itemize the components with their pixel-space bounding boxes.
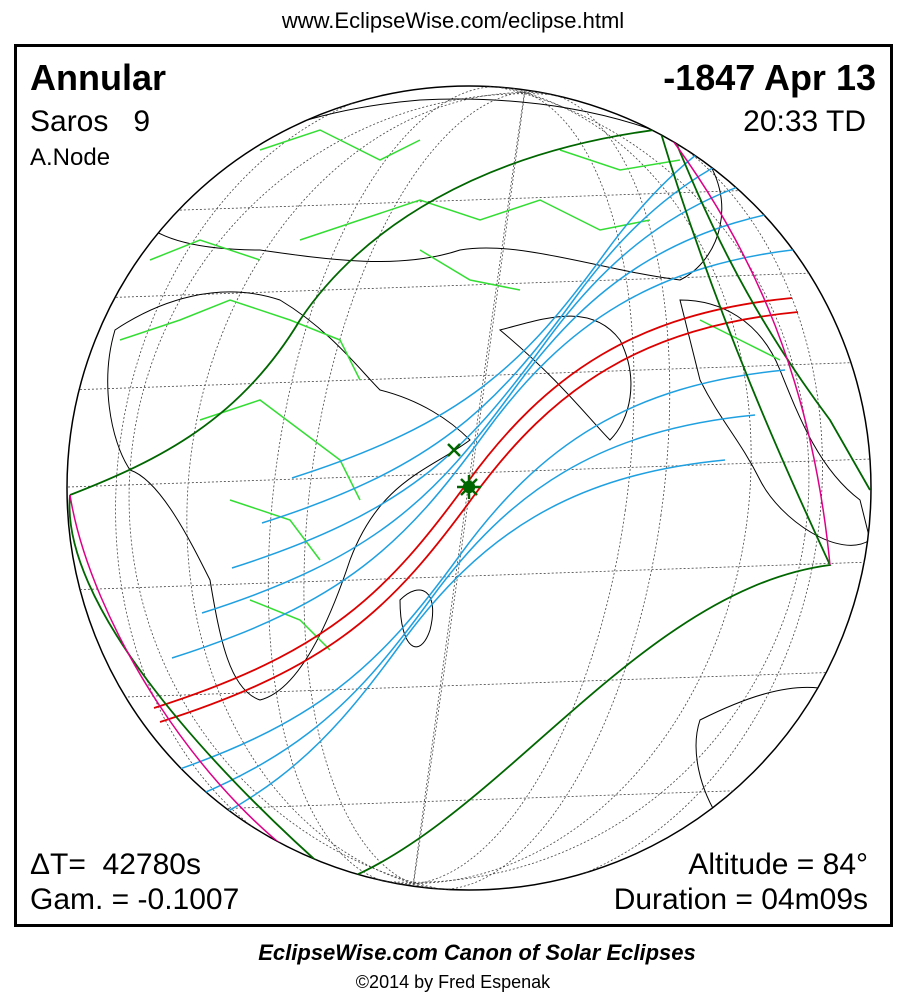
eclipse-type: Annular <box>30 57 166 98</box>
saros: Saros 9 <box>30 105 150 138</box>
duration: Duration = 04m09s <box>614 883 868 916</box>
rise-set-curve <box>664 129 831 566</box>
parallel <box>67 457 871 489</box>
parallel <box>67 560 871 592</box>
copyright: ©2014 by Fred Espenak <box>356 972 551 992</box>
central-limit <box>159 311 799 723</box>
altitude: Altitude = 84° <box>688 848 868 881</box>
penumbral-line <box>116 414 756 826</box>
node: A.Node <box>30 144 110 171</box>
greatest-eclipse <box>447 443 481 499</box>
time: 20:33 TD <box>743 105 866 138</box>
north-limit <box>69 127 871 496</box>
url: www.EclipseWise.com/eclipse.html <box>281 8 624 33</box>
penumbral-line <box>146 369 786 781</box>
penumbral-line <box>171 247 811 659</box>
delta-t: ΔT= 42780s <box>30 848 201 881</box>
penumbral-line <box>201 202 841 614</box>
borders <box>119 129 781 651</box>
frame <box>14 44 893 927</box>
parallel <box>67 360 871 392</box>
footer-title: EclipseWise.com Canon of Solar Eclipses <box>258 940 696 965</box>
date: -1847 Apr 13 <box>663 57 876 98</box>
parallel <box>67 669 871 701</box>
south-limit <box>68 129 832 884</box>
parallel <box>67 269 871 301</box>
gamma: Gam. = -0.1007 <box>30 883 239 916</box>
